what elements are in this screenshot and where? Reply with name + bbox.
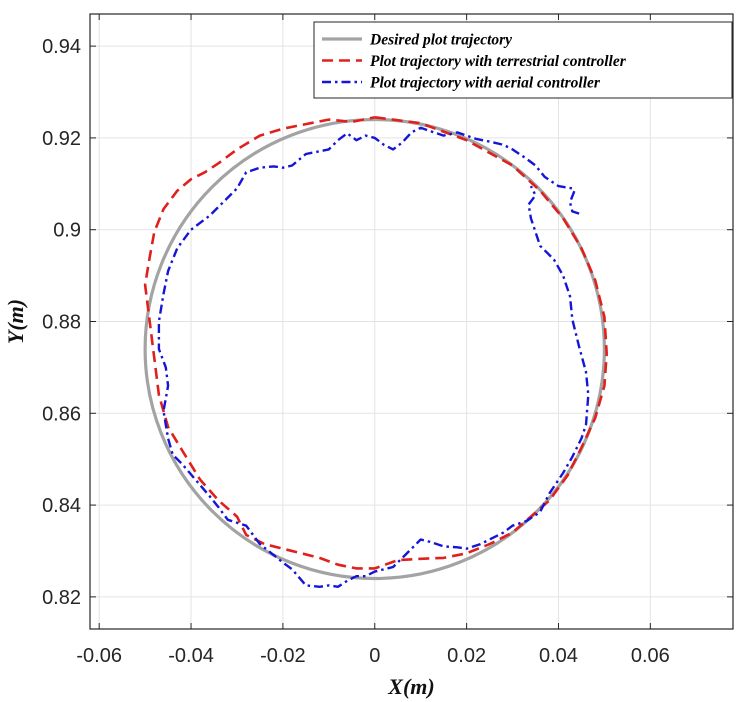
y-tick-label: 0.9: [53, 220, 81, 242]
x-tick-label: -0.02: [260, 645, 306, 667]
y-tick-label: 0.92: [42, 128, 81, 150]
x-tick-label: 0: [369, 645, 380, 667]
legend-entry-label: Plot trajectory with aerial controller: [370, 75, 601, 92]
plot-area: [143, 116, 609, 588]
y-axis-ticks: 0.82 0.84 0.86 0.88 0.9 0.92 0.94: [42, 36, 733, 609]
legend-entry-label: Plot trajectory with terrestrial control…: [370, 53, 627, 70]
series-desired-trajectory: [143, 117, 606, 581]
legend-entry-label: Desired plot trajectory: [369, 32, 512, 49]
x-tick-label: 0.02: [447, 645, 486, 667]
y-tick-label: 0.84: [42, 495, 81, 517]
y-axis-title: Y(m): [3, 299, 28, 344]
y-tick-label: 0.94: [42, 36, 81, 58]
y-tick-label: 0.88: [42, 312, 81, 334]
x-tick-label: 0.06: [631, 645, 670, 667]
x-tick-label: -0.04: [168, 645, 214, 667]
x-axis-ticks: -0.06 -0.04 -0.02 0 0.02 0.04 0.06: [76, 14, 670, 667]
y-tick-label: 0.82: [42, 587, 81, 609]
series-aerial-trajectory: [157, 126, 590, 588]
x-axis-title: X(m): [387, 674, 434, 699]
y-tick-label: 0.86: [42, 403, 81, 425]
legend: Desired plot trajectory Plot trajectory w…: [313, 21, 733, 99]
x-tick-label: 0.04: [539, 645, 578, 667]
legend-box: [313, 21, 733, 99]
x-tick-label: -0.06: [76, 645, 122, 667]
